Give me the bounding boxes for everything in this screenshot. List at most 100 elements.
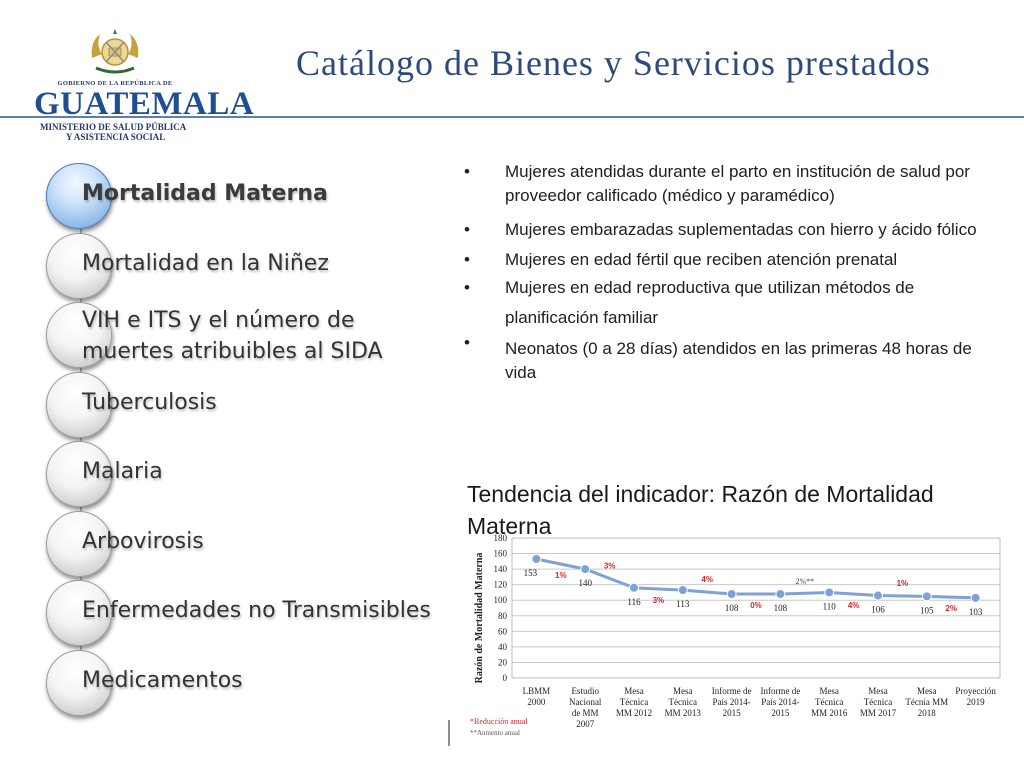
- reduction-label: 4%: [701, 575, 713, 584]
- menu-item-label: VIH e ITS y el número de muertes atribui…: [82, 305, 383, 367]
- x-tick-label-line: Mesa: [917, 686, 937, 696]
- x-tick-label-line: MM 2017: [860, 708, 897, 718]
- data-label: 105: [920, 605, 934, 615]
- x-tick-label-line: MM 2016: [811, 708, 848, 718]
- menu-bubble-icon: [46, 580, 112, 646]
- data-label: 113: [676, 599, 690, 609]
- x-tick-label-line: Proyección: [955, 686, 996, 696]
- data-label: 106: [871, 605, 885, 615]
- y-tick-label: 60: [498, 626, 508, 636]
- series-line: [536, 557, 976, 600]
- data-label: 108: [774, 603, 788, 613]
- data-label: 140: [578, 578, 592, 588]
- x-tick-label-line: LBMM: [523, 686, 551, 696]
- coat-of-arms-icon: [91, 29, 139, 74]
- logo-gov-text: GOBIERNO DE LA REPÚBLICA DE: [57, 80, 173, 87]
- x-tick-label-line: 2018: [918, 708, 937, 718]
- reduction-label: 3%: [604, 561, 616, 570]
- data-point: [775, 589, 786, 599]
- bullet-text: Mujeres atendidas durante el parto en in…: [505, 162, 970, 205]
- footnote-reduction: *Reducción anual: [470, 717, 528, 726]
- y-tick-label: 20: [498, 657, 508, 667]
- services-bullet-list: • Mujeres atendidas durante el parto en i…: [462, 160, 1007, 395]
- data-label: 108: [725, 603, 739, 613]
- plot-border: [511, 537, 1001, 679]
- reduction-label: 1%: [897, 579, 909, 588]
- menu-item-label: Malaria: [82, 459, 163, 484]
- x-tick-label-line: de MM: [572, 708, 599, 718]
- data-point: [824, 587, 835, 598]
- menu-item-mortalidad-materna[interactable]: Mortalidad Materna: [46, 163, 486, 233]
- x-tick-label-line: País 2014-: [761, 697, 799, 707]
- x-tick-label: LBMM 2000: [523, 686, 551, 707]
- x-tick-label-line: 2019: [967, 697, 986, 707]
- bullet-icon: •: [464, 250, 470, 269]
- menu-item-label: Enfermedades no Transmisibles: [82, 598, 431, 623]
- x-tick-label-line: Técnica: [864, 697, 892, 707]
- data-point: [580, 564, 591, 575]
- logo-ministry-line1: MINISTERIO DE SALUD PÚBLICA: [40, 122, 187, 132]
- data-label: 153: [524, 568, 538, 578]
- x-tick-label: Informe de País 2014-2015: [712, 686, 752, 718]
- data-point: [921, 591, 932, 602]
- x-tick-label: Mesa Técnica MM 2016: [811, 686, 848, 718]
- header-divider: [0, 116, 1024, 118]
- y-tick-label: 80: [498, 611, 508, 621]
- x-tick-label: Proyección 2019: [955, 686, 996, 707]
- y-tick-label: 180: [494, 533, 508, 543]
- x-tick-label: Mesa Técnica MM 2013: [665, 686, 702, 718]
- list-item: • Mujeres atendidas durante el parto en i…: [462, 160, 1007, 208]
- x-tick-label: Estudio Nacional de MM 2007: [569, 686, 602, 729]
- bullet-text: Mujeres embarazadas suplementadas con hi…: [505, 220, 977, 239]
- x-tick-label: Mesa Técnica MM 2012: [616, 686, 652, 718]
- x-tick-label-line: Mesa: [673, 686, 693, 696]
- reduction-label: 0%: [750, 601, 762, 610]
- bullet-text: Mujeres en edad fértil que reciben atenc…: [505, 250, 898, 269]
- menu-item-tuberculosis[interactable]: Tuberculosis: [46, 372, 486, 442]
- reduction-label: 4%: [848, 601, 860, 610]
- y-tick-label: 0: [503, 673, 508, 683]
- x-tick-label: Mesa Técnia MM 2018: [905, 686, 948, 718]
- menu-item-vih-its[interactable]: VIH e ITS y el número de muertes atribui…: [46, 302, 486, 372]
- x-tick-label-line: 2000: [527, 697, 546, 707]
- menu-bubble-icon: [46, 233, 112, 299]
- x-tick-label-line: Informe de: [761, 686, 801, 696]
- chart-title: Tendencia del indicador: Razón de Mortal…: [467, 481, 934, 539]
- menu-item-label: Mortalidad Materna: [82, 181, 328, 206]
- menu-bubble-icon: [46, 441, 112, 507]
- data-point: [726, 589, 737, 599]
- x-tick-label-line: Mesa: [819, 686, 839, 696]
- bullet-icon: •: [464, 278, 470, 297]
- menu-item-mortalidad-ninez[interactable]: Mortalidad en la Niñez: [46, 233, 486, 303]
- menu-bubble-icon: [46, 511, 112, 577]
- data-point: [531, 554, 542, 564]
- x-tick-label-line: Informe de: [712, 686, 752, 696]
- x-tick-label-line: Nacional: [569, 697, 602, 707]
- menu-bubble-icon: [46, 302, 112, 368]
- x-tick-label-line: Mesa: [868, 686, 888, 696]
- y-tick-label: 120: [494, 580, 508, 590]
- y-axis-label: Razón de Mortalidad Materna: [474, 553, 485, 684]
- x-tick-label-line: Técnica: [669, 697, 697, 707]
- menu-item-label: Mortalidad en la Niñez: [82, 251, 329, 276]
- menu-item-label-line2: muertes atribuibles al SIDA: [82, 339, 383, 364]
- y-tick-label: 40: [498, 642, 508, 652]
- data-label: 103: [969, 607, 983, 617]
- y-tick-label: 100: [494, 595, 508, 605]
- menu-item-label-line1: VIH e ITS y el número de: [82, 308, 355, 333]
- menu-item-enfermedades-no-transmisibles[interactable]: Enfermedades no Transmisibles: [46, 580, 486, 650]
- bullet-text: Neonatos (0 a 28 días) atendidos en las …: [505, 339, 972, 382]
- menu-item-label: Tuberculosis: [82, 390, 217, 415]
- menu-item-malaria[interactable]: Malaria: [46, 441, 486, 511]
- menu-item-label: Medicamentos: [82, 668, 243, 693]
- menu-item-arbovirosis[interactable]: Arbovirosis: [46, 511, 486, 581]
- x-tick-label-line: Mesa: [624, 686, 644, 696]
- menu-item-medicamentos[interactable]: Medicamentos: [46, 650, 486, 720]
- y-tick-label: 160: [494, 549, 508, 559]
- reduction-label: 3%: [653, 596, 665, 605]
- x-tick-label-line: Técnica: [815, 697, 843, 707]
- data-point: [629, 582, 639, 593]
- list-item: • Mujeres embarazadas suplementadas con h…: [462, 218, 1007, 242]
- x-tick-label: Mesa Técnica MM 2017: [860, 686, 897, 718]
- list-item: • Neonatos (0 a 28 días) atendidos en las…: [462, 333, 1007, 385]
